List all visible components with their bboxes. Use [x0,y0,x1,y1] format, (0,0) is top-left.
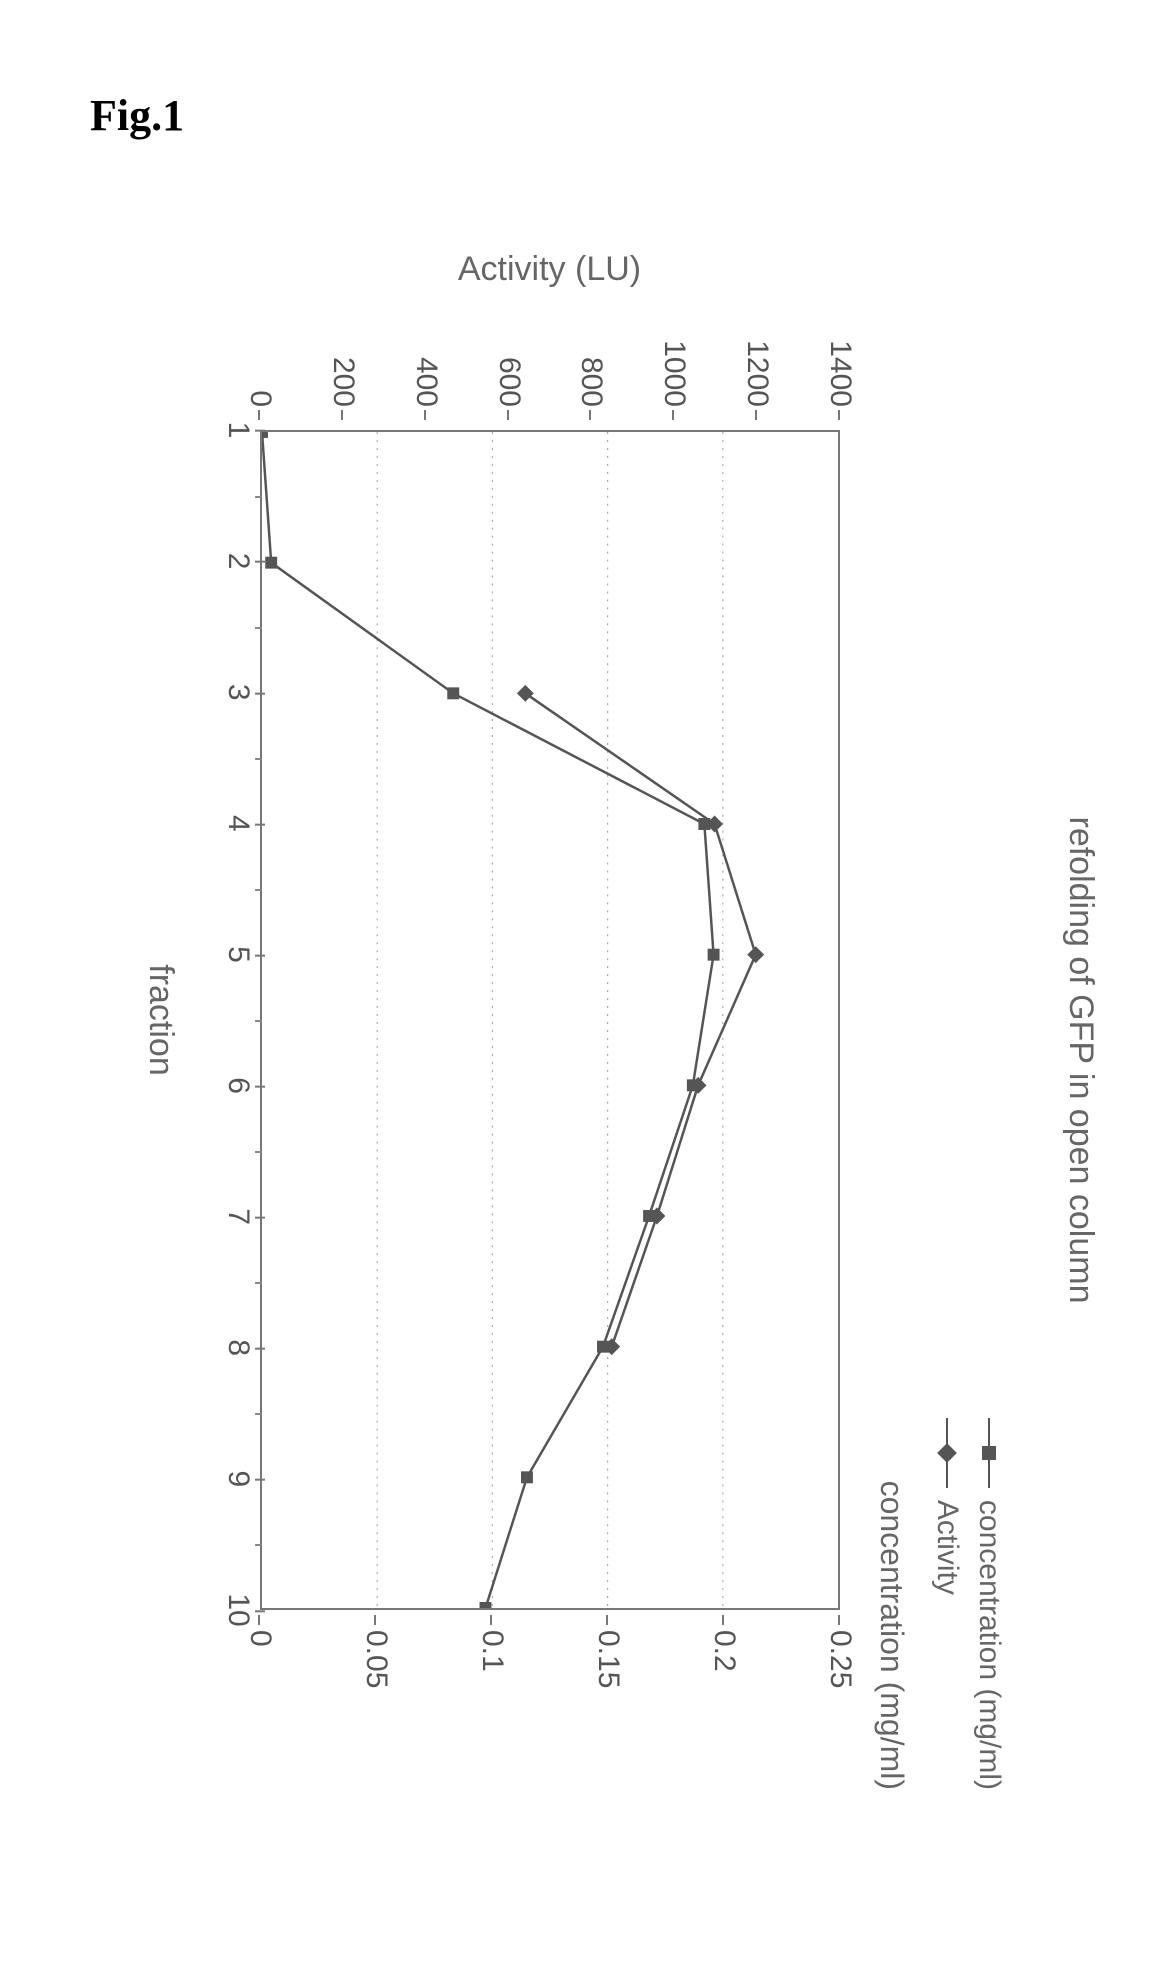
x-minor-tick [255,758,262,760]
series-group [262,432,764,1608]
legend-line-icon [946,1418,948,1488]
legend-item: Activity [926,1418,968,1790]
y2-ticks: 00.050.10.150.20.25 [260,1615,840,1765]
x-minor-tick [255,496,262,498]
legend-label: Activity [930,1500,964,1595]
x-tick: 4 [221,815,255,832]
x-tick: 7 [221,1208,255,1225]
y2-tick: 0.15 [591,1630,625,1688]
x-tick: 3 [221,684,255,701]
y1-tick: 800 [574,357,608,407]
x-ticks: 12345678910 [195,430,255,1610]
y2-tick: 0 [243,1630,277,1647]
legend-item: concentration (mg/ml) [968,1418,1010,1790]
y1-tick: 1200 [740,340,774,407]
chart-title: refolding of GFP in open column [1061,220,1100,1900]
y2-tick: 0.2 [707,1630,741,1672]
legend-label: concentration (mg/ml) [972,1500,1006,1790]
chart: refolding of GFP in open column concentr… [70,220,1110,1900]
x-minor-tick [255,1282,262,1284]
x-tick: 1 [221,422,255,439]
x-minor-tick [255,1020,262,1022]
x-minor-tick [255,889,262,891]
page-root: Fig.1 refolding of GFP in open column co… [0,0,1175,1969]
gridlines [377,432,723,1608]
legend: concentration (mg/ml) Activity [926,1418,1010,1790]
y1-tick: 1000 [657,340,691,407]
plot-svg [262,432,838,1608]
y1-tick: 600 [492,357,526,407]
x-axis-label: fraction [141,430,180,1610]
y2-tick: 0.25 [823,1630,857,1688]
figure-label: Fig.1 [90,90,184,141]
x-minor-tick [255,1413,262,1415]
x-minor-tick [255,627,262,629]
y1-tick: 1400 [823,340,857,407]
x-minor-tick [255,1544,262,1546]
y2-tick: 0.1 [475,1630,509,1672]
y1-tick: 400 [409,357,443,407]
x-tick: 6 [221,1077,255,1094]
y1-ticks: 0200400600800100012001400 [260,220,840,425]
square-marker-icon [982,1446,996,1460]
x-tick: 8 [221,1339,255,1356]
x-tick: 5 [221,946,255,963]
x-tick: 2 [221,553,255,570]
x-tick: 10 [221,1593,255,1626]
y2-tick: 0.05 [359,1630,393,1688]
y1-tick: 0 [243,390,277,407]
legend-line-icon [988,1418,990,1488]
y2-axis-label: concentration (mg/ml) [873,1481,910,1790]
x-tick: 9 [221,1471,255,1488]
y1-tick: 200 [326,357,360,407]
diamond-marker-icon [937,1443,957,1463]
x-minor-tick [255,1151,262,1153]
plot-area [260,430,840,1610]
chart-rotated-container: refolding of GFP in open column concentr… [0,220,1110,1260]
